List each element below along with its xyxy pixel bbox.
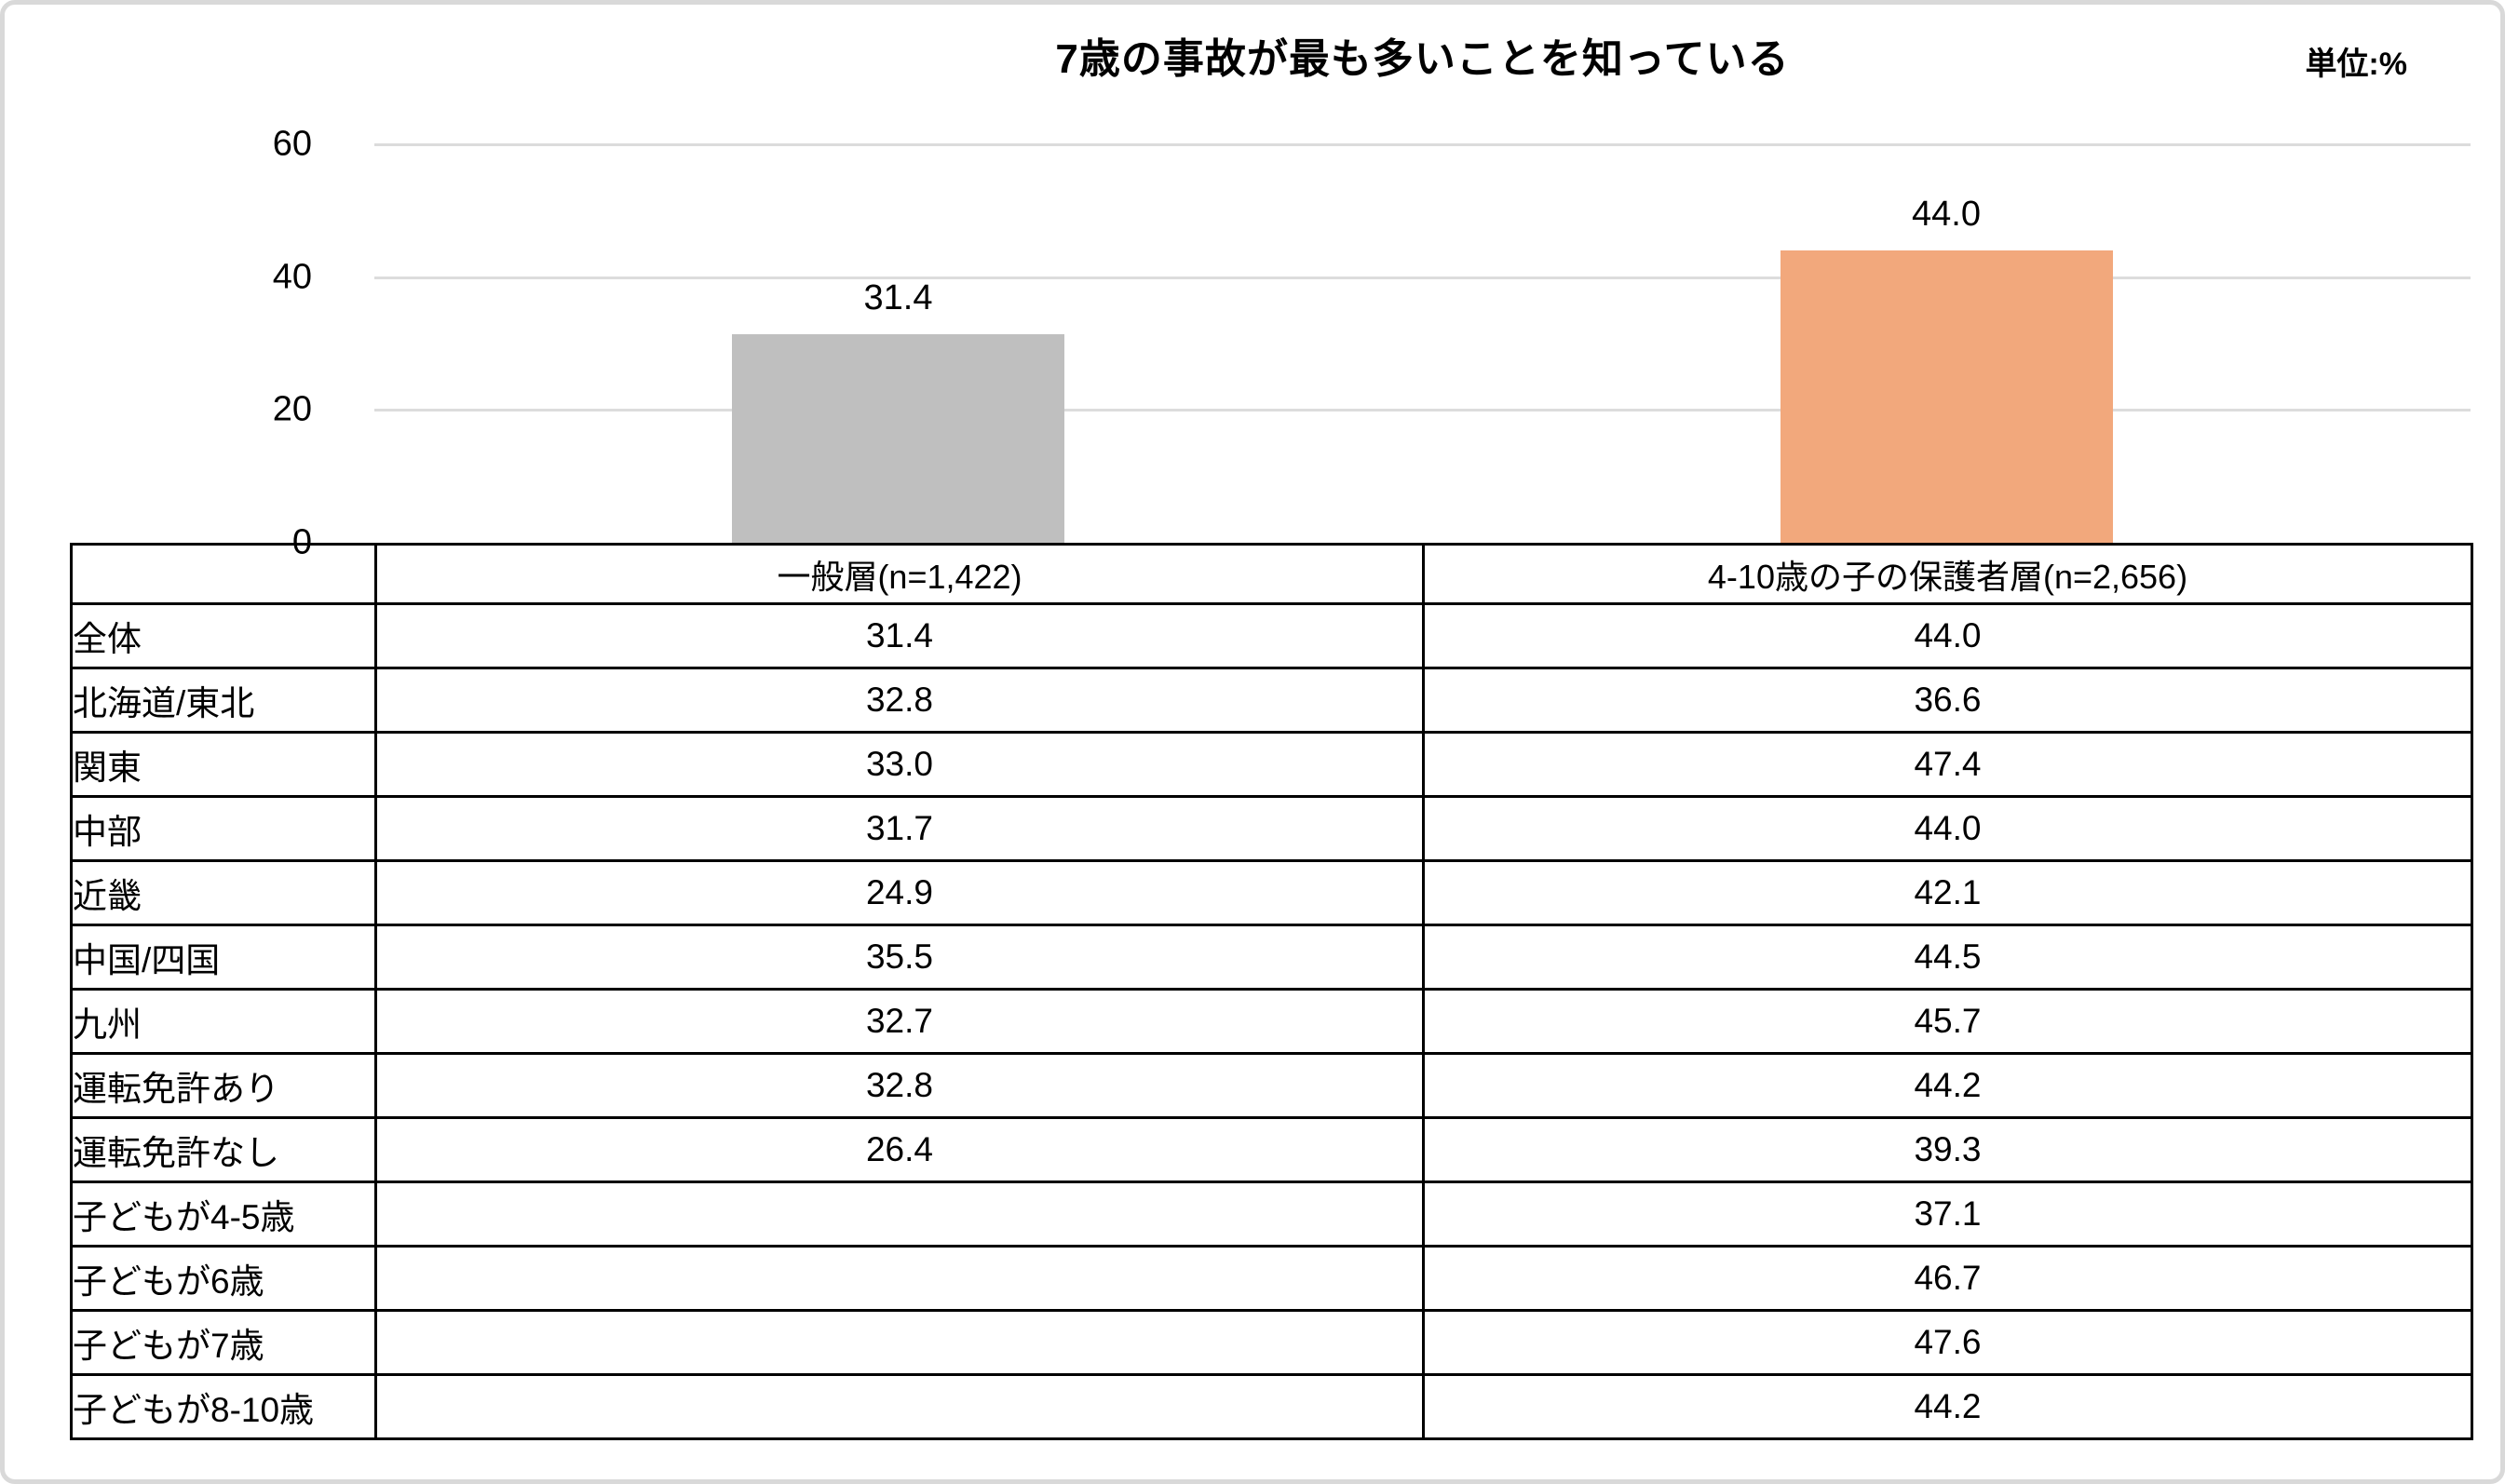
cell-guardian-value: 44.0 — [1422, 602, 2473, 669]
cell-general-value: 32.8 — [374, 667, 1425, 734]
table-row: 中国/四国 35.5 44.5 — [70, 924, 2473, 991]
cell-general-value: 24.9 — [374, 859, 1425, 926]
cell-guardian-value: 44.0 — [1422, 795, 2473, 862]
data-table: 一般層(n=1,422) 4-10歳の子の保護者層(n=2,656) 全体 31.… — [70, 543, 2473, 1440]
row-label: 近畿 — [70, 859, 377, 926]
table-header-row: 一般層(n=1,422) 4-10歳の子の保護者層(n=2,656) — [70, 543, 2473, 605]
cell-general-value: 31.4 — [374, 602, 1425, 669]
cell-guardian-value: 45.7 — [1422, 988, 2473, 1055]
chart-title: 7歳の事故が最も多いことを知っている — [1055, 36, 1790, 82]
table-row: 全体 31.4 44.0 — [70, 602, 2473, 669]
row-label: 子どもが8-10歳 — [70, 1373, 377, 1440]
table-row: 九州 32.7 45.7 — [70, 988, 2473, 1055]
row-label: 子どもが6歳 — [70, 1245, 377, 1312]
table-row: 北海道/東北 32.8 36.6 — [70, 667, 2473, 734]
cell-general-value — [374, 1373, 1425, 1440]
row-label: 中国/四国 — [70, 924, 377, 991]
bar-guardian-group — [1780, 250, 2113, 543]
cell-guardian-value: 44.2 — [1422, 1052, 2473, 1119]
row-label: 子どもが7歳 — [70, 1309, 377, 1376]
header-corner-spacer — [70, 543, 377, 605]
row-label: 中部 — [70, 795, 377, 862]
cell-guardian-value: 44.2 — [1422, 1373, 2473, 1440]
bar-general-group — [732, 334, 1064, 543]
y-tick-label-60: 60 — [272, 124, 312, 164]
row-label: 北海道/東北 — [70, 667, 377, 734]
cell-general-value: 32.8 — [374, 1052, 1425, 1119]
table-row: 近畿 24.9 42.1 — [70, 859, 2473, 926]
table-row: 関東 33.0 47.4 — [70, 731, 2473, 798]
cell-general-value — [374, 1180, 1425, 1248]
table-row: 子どもが7歳 47.6 — [70, 1309, 2473, 1376]
cell-guardian-value: 36.6 — [1422, 667, 2473, 734]
y-tick-label-20: 20 — [272, 389, 312, 429]
cell-guardian-value: 42.1 — [1422, 859, 2473, 926]
row-label: 全体 — [70, 602, 377, 669]
cell-guardian-value: 39.3 — [1422, 1116, 2473, 1183]
gridline-40 — [374, 276, 2471, 279]
cell-guardian-value: 47.6 — [1422, 1309, 2473, 1376]
column-header-general: 一般層(n=1,422) — [374, 543, 1425, 605]
unit-label: 単位:% — [2305, 47, 2407, 82]
cell-general-value: 31.7 — [374, 795, 1425, 862]
cell-general-value: 26.4 — [374, 1116, 1425, 1183]
cell-general-value: 33.0 — [374, 731, 1425, 798]
row-label: 運転免許あり — [70, 1052, 377, 1119]
table-row: 子どもが4-5歳 37.1 — [70, 1180, 2473, 1248]
cell-guardian-value: 37.1 — [1422, 1180, 2473, 1248]
cell-guardian-value: 46.7 — [1422, 1245, 2473, 1312]
table-row: 子どもが6歳 46.7 — [70, 1245, 2473, 1312]
cell-general-value — [374, 1309, 1425, 1376]
row-label: 九州 — [70, 988, 377, 1055]
row-label: 子どもが4-5歳 — [70, 1180, 377, 1248]
cell-general-value — [374, 1245, 1425, 1312]
bar-value-label-general: 31.4 — [863, 278, 933, 317]
table-row: 運転免許なし 26.4 39.3 — [70, 1116, 2473, 1183]
bar-value-label-guardian: 44.0 — [1912, 195, 1981, 234]
cell-guardian-value: 47.4 — [1422, 731, 2473, 798]
table-row: 運転免許あり 32.8 44.2 — [70, 1052, 2473, 1119]
table-row: 中部 31.7 44.0 — [70, 795, 2473, 862]
row-label: 関東 — [70, 731, 377, 798]
row-label: 運転免許なし — [70, 1116, 377, 1183]
cell-guardian-value: 44.5 — [1422, 924, 2473, 991]
table-row: 子どもが8-10歳 44.2 — [70, 1373, 2473, 1440]
gridline-60 — [374, 143, 2471, 146]
y-tick-label-40: 40 — [272, 257, 312, 297]
cell-general-value: 35.5 — [374, 924, 1425, 991]
gridline-20 — [374, 409, 2471, 412]
column-header-guardian: 4-10歳の子の保護者層(n=2,656) — [1422, 543, 2473, 605]
cell-general-value: 32.7 — [374, 988, 1425, 1055]
